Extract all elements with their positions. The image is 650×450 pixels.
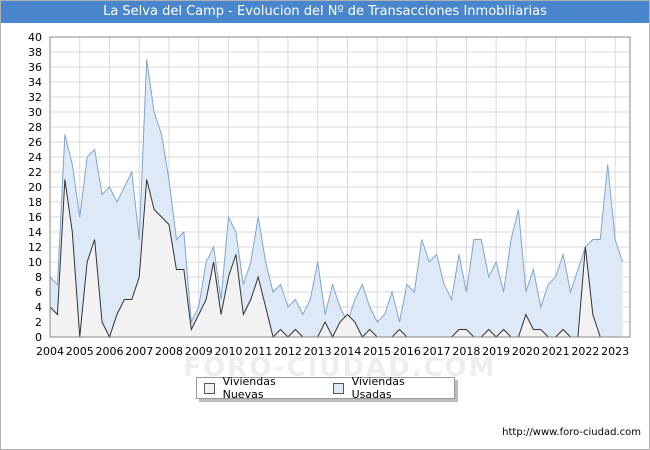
- y-tick-label: 36: [28, 61, 42, 74]
- series-area-nuevas: [50, 179, 601, 337]
- x-tick-label: 2020: [512, 345, 540, 358]
- x-tick-label: 2004: [36, 345, 64, 358]
- x-tick-label: 2008: [155, 345, 183, 358]
- series-line-usadas: [49, 59, 624, 324]
- x-tick-label: 2010: [214, 345, 242, 358]
- y-tick-label: 34: [28, 76, 42, 89]
- x-tick-label: 2023: [601, 345, 629, 358]
- y-tick-label: 16: [28, 211, 42, 224]
- chart-title: La Selva del Camp - Evolucion del Nº de …: [1, 1, 649, 23]
- legend-item-viviendas-usadas: Viviendas Usadas: [332, 375, 444, 401]
- x-tick-label: 2013: [304, 345, 332, 358]
- y-tick-label: 32: [28, 91, 42, 104]
- x-tick-label: 2015: [363, 345, 391, 358]
- plot-border: [49, 36, 631, 338]
- legend-swatch-nuevas: [204, 382, 215, 394]
- chart-legend: Viviendas Nuevas Viviendas Usadas: [196, 375, 455, 401]
- x-tick-label: 2006: [95, 345, 123, 358]
- legend-label-usadas: Viviendas Usadas: [351, 375, 405, 401]
- x-tick-label: 2014: [333, 345, 361, 358]
- x-tick-label: 2021: [542, 345, 570, 358]
- x-tick-label: 2011: [244, 345, 272, 358]
- y-tick-label: 38: [28, 46, 42, 59]
- x-tick-label: 2012: [274, 345, 302, 358]
- y-tick-label: 28: [28, 121, 42, 134]
- y-tick-label: 0: [35, 331, 42, 344]
- y-tick-label: 40: [28, 31, 42, 44]
- y-tick-label: 10: [28, 256, 42, 269]
- series-line-nuevas: [49, 179, 601, 339]
- x-tick-label: 2005: [66, 345, 94, 358]
- legend-swatch-usadas: [332, 382, 344, 394]
- x-tick-label: 2018: [452, 345, 480, 358]
- y-tick-label: 18: [28, 196, 42, 209]
- y-tick-label: 2: [35, 316, 42, 329]
- y-tick-label: 12: [28, 241, 42, 254]
- x-tick-label: 2017: [423, 345, 451, 358]
- y-tick-label: 20: [28, 181, 42, 194]
- legend-label-nuevas: Viviendas Nuevas: [222, 375, 276, 401]
- x-tick-label: 2016: [393, 345, 421, 358]
- y-tick-label: 30: [28, 106, 42, 119]
- source-url[interactable]: http://www.foro-ciudad.com: [502, 427, 641, 438]
- x-tick-label: 2022: [571, 345, 599, 358]
- y-tick-label: 6: [35, 286, 42, 299]
- y-tick-label: 8: [35, 271, 42, 284]
- x-tick-label: 2009: [185, 345, 213, 358]
- y-tick-label: 26: [28, 136, 42, 149]
- x-tick-label: 2007: [125, 345, 153, 358]
- series-area-usadas: [50, 59, 623, 337]
- y-tick-label: 22: [28, 166, 42, 179]
- y-tick-label: 14: [28, 226, 42, 239]
- y-tick-label: 24: [28, 151, 42, 164]
- x-tick-label: 2019: [482, 345, 510, 358]
- legend-item-viviendas-nuevas: Viviendas Nuevas: [204, 375, 316, 401]
- y-tick-label: 4: [35, 301, 42, 314]
